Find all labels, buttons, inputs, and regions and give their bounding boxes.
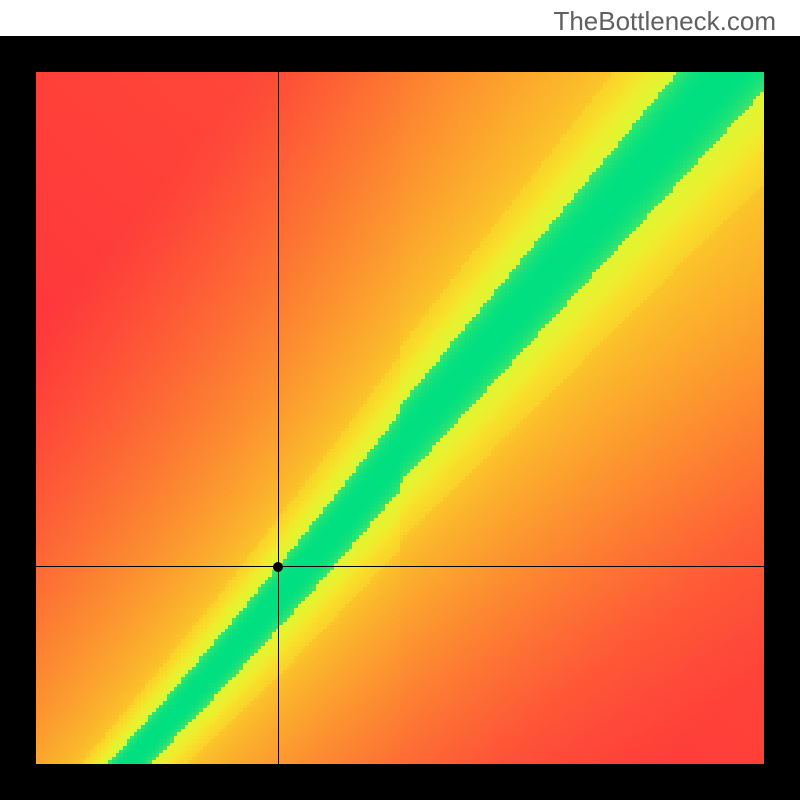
plot-frame bbox=[0, 36, 800, 800]
crosshair-vertical bbox=[278, 72, 279, 764]
chart-root: TheBottleneck.com bbox=[0, 0, 800, 800]
watermark-text: TheBottleneck.com bbox=[553, 6, 776, 37]
crosshair-marker bbox=[273, 562, 283, 572]
crosshair-horizontal bbox=[36, 566, 764, 567]
heatmap-canvas bbox=[36, 72, 764, 764]
